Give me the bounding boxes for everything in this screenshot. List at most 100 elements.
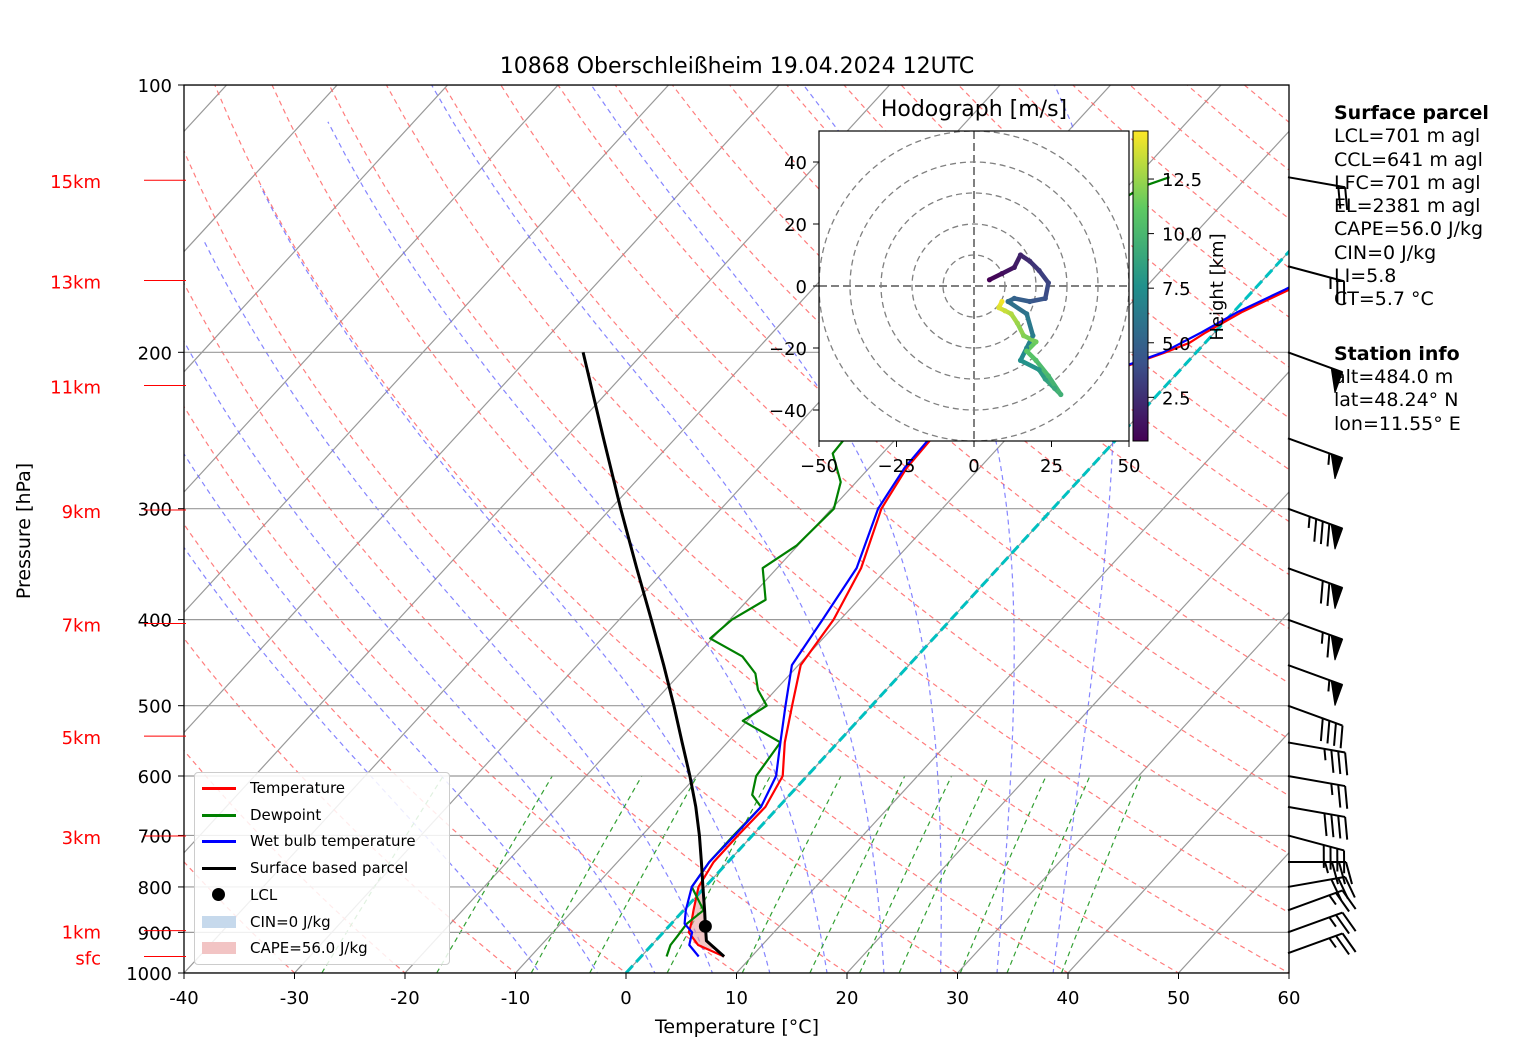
- hodograph-point: [986, 277, 993, 283]
- wind-barb: [1287, 176, 1349, 211]
- barb-flag: [1330, 634, 1344, 661]
- height-label: 13km: [50, 272, 101, 293]
- dry-adiabat: [184, 749, 406, 973]
- barb-staff: [1287, 911, 1343, 934]
- mixing-ratio-line: [809, 775, 906, 973]
- colorbar: [1132, 130, 1149, 442]
- height-label: 5km: [62, 728, 101, 749]
- y-axis-label: Pressure [hPa]: [13, 463, 35, 599]
- isotherm: [956, 611, 1289, 973]
- height-label: 7km: [62, 615, 101, 636]
- legend: Temperature Dewpoint Wet bulb temperature S…: [194, 772, 450, 965]
- isotherm: [184, 85, 449, 373]
- isotherm: [184, 85, 780, 734]
- x-tick-label: 30: [946, 988, 969, 1009]
- y-tick-label: 900: [138, 923, 172, 944]
- legend-swatch: [202, 828, 236, 854]
- isotherm: [1067, 731, 1289, 973]
- barb-full: [1345, 861, 1353, 885]
- moist-adiabat: [259, 185, 771, 973]
- x-tick-label: 40: [1057, 988, 1080, 1009]
- x-tick-label: -10: [501, 988, 530, 1009]
- hodo-y-tick-label: 0: [796, 277, 807, 298]
- y-tick-label: 1000: [126, 964, 172, 985]
- hodograph-point: [1027, 258, 1033, 264]
- barb-full: [1341, 889, 1357, 910]
- x-tick-label: 0: [620, 988, 631, 1009]
- barb-full: [1335, 914, 1350, 935]
- moist-adiabat: [430, 85, 885, 973]
- y-tick-label: 600: [138, 767, 172, 788]
- info-line: CT=5.7 °C: [1334, 288, 1434, 311]
- hodograph-panel: [819, 131, 1129, 441]
- dry-adiabat: [184, 405, 738, 973]
- legend-swatch: [202, 909, 236, 935]
- colorbar-tick-label: 5.0: [1162, 334, 1191, 355]
- parcel-line: [581, 351, 726, 958]
- hodograph-point: [1024, 348, 1030, 354]
- hodograph-segment: [1043, 280, 1051, 301]
- height-label: sfc: [75, 948, 101, 969]
- dry-adiabat: [184, 523, 628, 973]
- dry-adiabat: [184, 637, 517, 973]
- info-line: alt=484.0 m: [1334, 365, 1454, 388]
- barb-staff: [1287, 775, 1346, 788]
- barb-staff: [1287, 805, 1346, 818]
- isotherm: [184, 85, 891, 854]
- wind-barb: [1287, 932, 1357, 955]
- barb-full: [1319, 521, 1324, 545]
- dry-adiabat: [500, 85, 1289, 797]
- barb-flag: [1330, 583, 1344, 609]
- isotherm: [184, 85, 670, 614]
- wind-barb: [1287, 664, 1344, 706]
- legend-label: CIN=0 J/kg: [250, 912, 331, 931]
- y-tick-label: 500: [138, 697, 172, 718]
- hodograph-segment: [1024, 311, 1036, 338]
- barb-half: [1323, 748, 1327, 761]
- hodograph-point: [1008, 311, 1014, 317]
- wind-barb: [1287, 889, 1357, 913]
- mixing-ratio-line: [959, 775, 1047, 973]
- moist-adiabat: [1052, 85, 1115, 973]
- dry-adiabat: [271, 85, 1180, 973]
- info-line: LI=5.8: [1334, 265, 1397, 288]
- mixing-ratio-line: [436, 775, 553, 973]
- wind-barb: [1287, 507, 1344, 550]
- wind-barb: [1287, 775, 1349, 809]
- moist-adiabat: [184, 452, 599, 973]
- dry-adiabat: [442, 85, 1289, 855]
- moist-adiabat: [184, 340, 656, 973]
- hodo-x-tick-label: 25: [1040, 456, 1063, 477]
- barb-full: [1335, 892, 1350, 913]
- dry-adiabat: [184, 282, 849, 973]
- hodograph-point: [1014, 320, 1021, 326]
- barb-staff: [1287, 834, 1345, 852]
- wind-barb: [1287, 704, 1344, 749]
- legend-label: Surface based parcel: [250, 859, 409, 878]
- barb-full: [1319, 580, 1324, 604]
- wind-barb: [1287, 351, 1344, 393]
- hodograph-point: [1005, 298, 1011, 305]
- barb-full: [1326, 583, 1331, 606]
- barb-flag: [1330, 680, 1344, 706]
- barb-full: [1344, 816, 1349, 840]
- info-panel: Surface parcel LCL=701 m agl CCL=641 m ag…: [1334, 102, 1514, 436]
- hodograph-segment: [1046, 373, 1064, 397]
- barb-half: [1324, 861, 1329, 874]
- hodograph-point: [999, 298, 1005, 305]
- legend-swatch: [202, 855, 236, 881]
- wind-barb: [1287, 265, 1346, 305]
- barb-full: [1344, 187, 1349, 211]
- barb-full: [1337, 784, 1342, 808]
- barb-half: [1328, 894, 1337, 906]
- barb-full: [1344, 876, 1356, 898]
- barb-staff: [1287, 932, 1343, 955]
- hodograph-point: [1045, 280, 1051, 286]
- legend-item: CAPE=56.0 J/kg: [195, 935, 449, 961]
- wind-barb: [1287, 911, 1357, 935]
- hodograph-point: [1036, 367, 1042, 373]
- height-label: 11km: [50, 378, 101, 399]
- legend-item: Wet bulb temperature: [195, 828, 449, 854]
- hodograph-point: [1045, 373, 1051, 379]
